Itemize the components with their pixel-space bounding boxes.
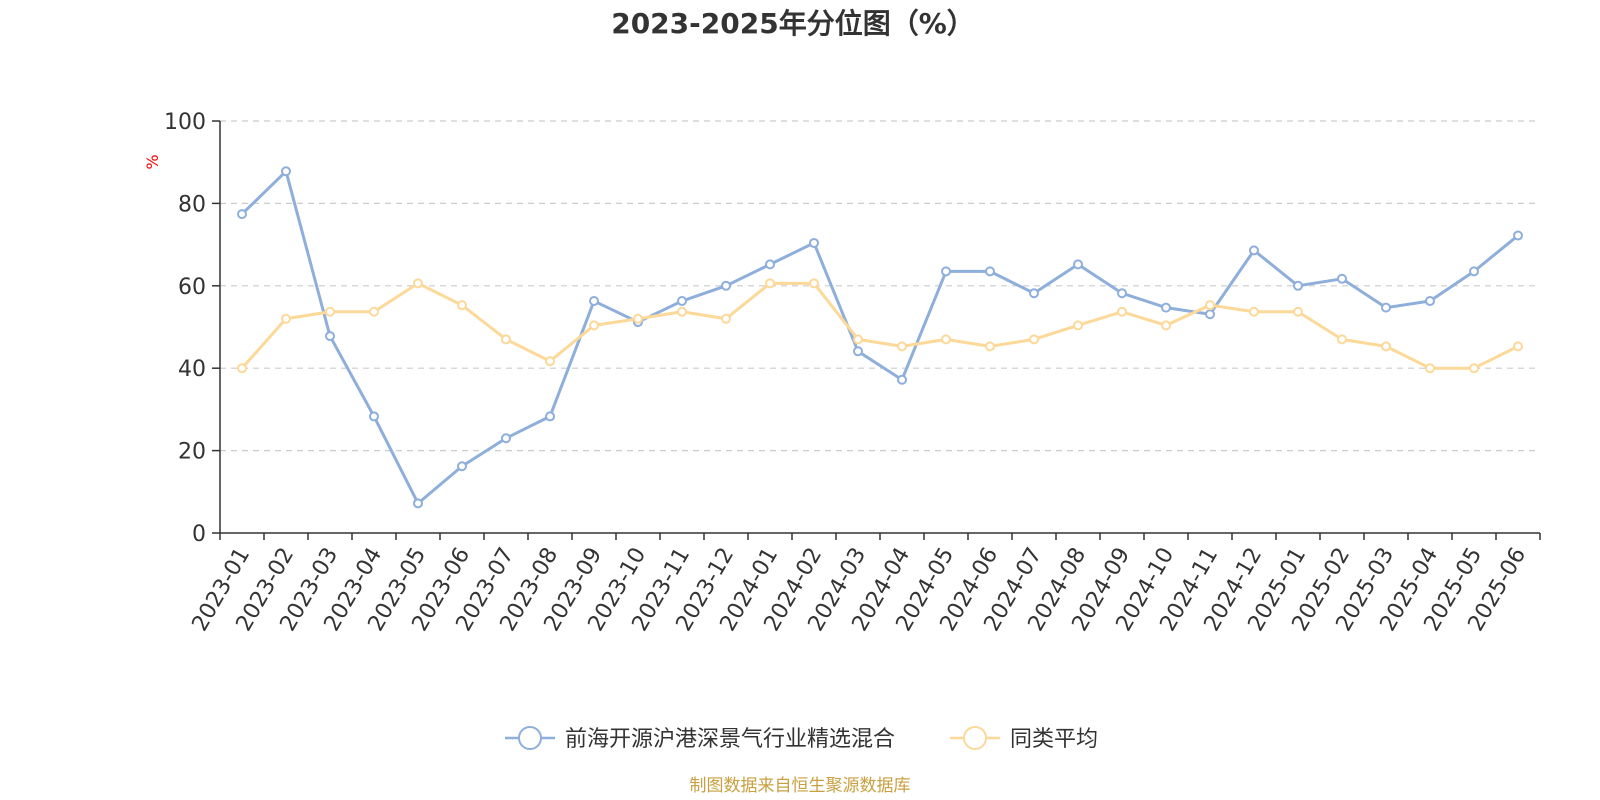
series-0-point [853,346,863,357]
series-layer [237,166,1523,509]
series-0-point [237,209,247,220]
series-0-point [1469,266,1479,277]
series-0-point [941,266,951,277]
series-0-point [1205,309,1215,320]
series-1-point [1293,306,1303,317]
series-0-point [1029,288,1039,299]
series-0-point [809,237,819,248]
source-note: 制图数据来自恒生聚源数据库 [690,776,911,796]
series-0-point [765,259,775,270]
series-1-point [809,278,819,289]
series-0-point [1425,296,1435,307]
legend-label: 前海开源沪港深景气行业精选混合 [565,727,895,752]
legend-circle-icon [518,726,542,750]
series-1-point [501,334,511,345]
series-1-point [281,313,291,324]
series-line-1 [240,281,1519,370]
y-tick-label: 20 [178,440,206,465]
series-1-point [941,334,951,345]
legend-circle-icon [963,726,987,750]
series-1-point [369,306,379,317]
legend-item-0[interactable]: 前海开源沪港深景气行业精选混合 [505,726,895,752]
series-0-point [1161,302,1171,313]
series-1-point [1337,334,1347,345]
series-line-0 [240,169,1519,505]
series-1-point [1513,341,1523,352]
y-tick-label: 60 [178,275,206,300]
series-1-point [1469,363,1479,374]
grid-lines [220,120,1540,452]
y-axis-unit: % [143,154,162,169]
y-tick-label: 100 [164,110,206,135]
series-0-point [677,296,687,307]
series-0-point [281,166,291,177]
y-tick-label: 80 [178,192,206,217]
series-1-point [1117,306,1127,317]
series-0-point [369,411,379,422]
series-1-point [1249,306,1259,317]
series-1-point [1205,300,1215,311]
series-1-point [457,300,467,311]
chart-title: 2023-2025年分位图（%） [611,7,975,40]
series-0-point [413,498,423,509]
series-0-point [1073,259,1083,270]
series-1-point [589,320,599,331]
series-1-point [897,341,907,352]
series-0-point [1381,302,1391,313]
series-0-point [589,296,599,307]
y-tick-label: 40 [178,357,206,382]
series-0-point [545,411,555,422]
series-0-point [1337,273,1347,284]
legend[interactable]: 前海开源沪港深景气行业精选混合 同类平均 [505,726,1098,752]
series-1-point [985,341,995,352]
series-0-point [721,280,731,291]
series-1-point [237,363,247,374]
series-0-point [1249,245,1259,256]
legend-item-1[interactable]: 同类平均 [950,726,1098,752]
series-1-point [1073,320,1083,331]
series-0-point [325,331,335,342]
series-0-point [897,374,907,385]
series-0-point [1117,288,1127,299]
series-1-point [677,306,687,317]
series-1-point [413,278,423,289]
axes: 0204060801002023-012023-022023-032023-04… [164,110,1541,636]
series-1-point [721,313,731,324]
series-0-point [457,461,467,472]
series-1-point [765,278,775,289]
series-1-point [633,313,643,324]
y-tick-label: 0 [192,522,206,547]
series-1-point [1381,341,1391,352]
series-0-point [1293,280,1303,291]
series-1-point [545,356,555,367]
legend-label: 同类平均 [1010,727,1098,752]
series-1-point [1425,363,1435,374]
series-0-point [985,266,995,277]
series-0-point [1513,230,1523,241]
series-1-point [325,306,335,317]
series-1-point [853,334,863,345]
series-1-point [1161,320,1171,331]
series-1-point [1029,334,1039,345]
series-0-point [501,433,511,444]
